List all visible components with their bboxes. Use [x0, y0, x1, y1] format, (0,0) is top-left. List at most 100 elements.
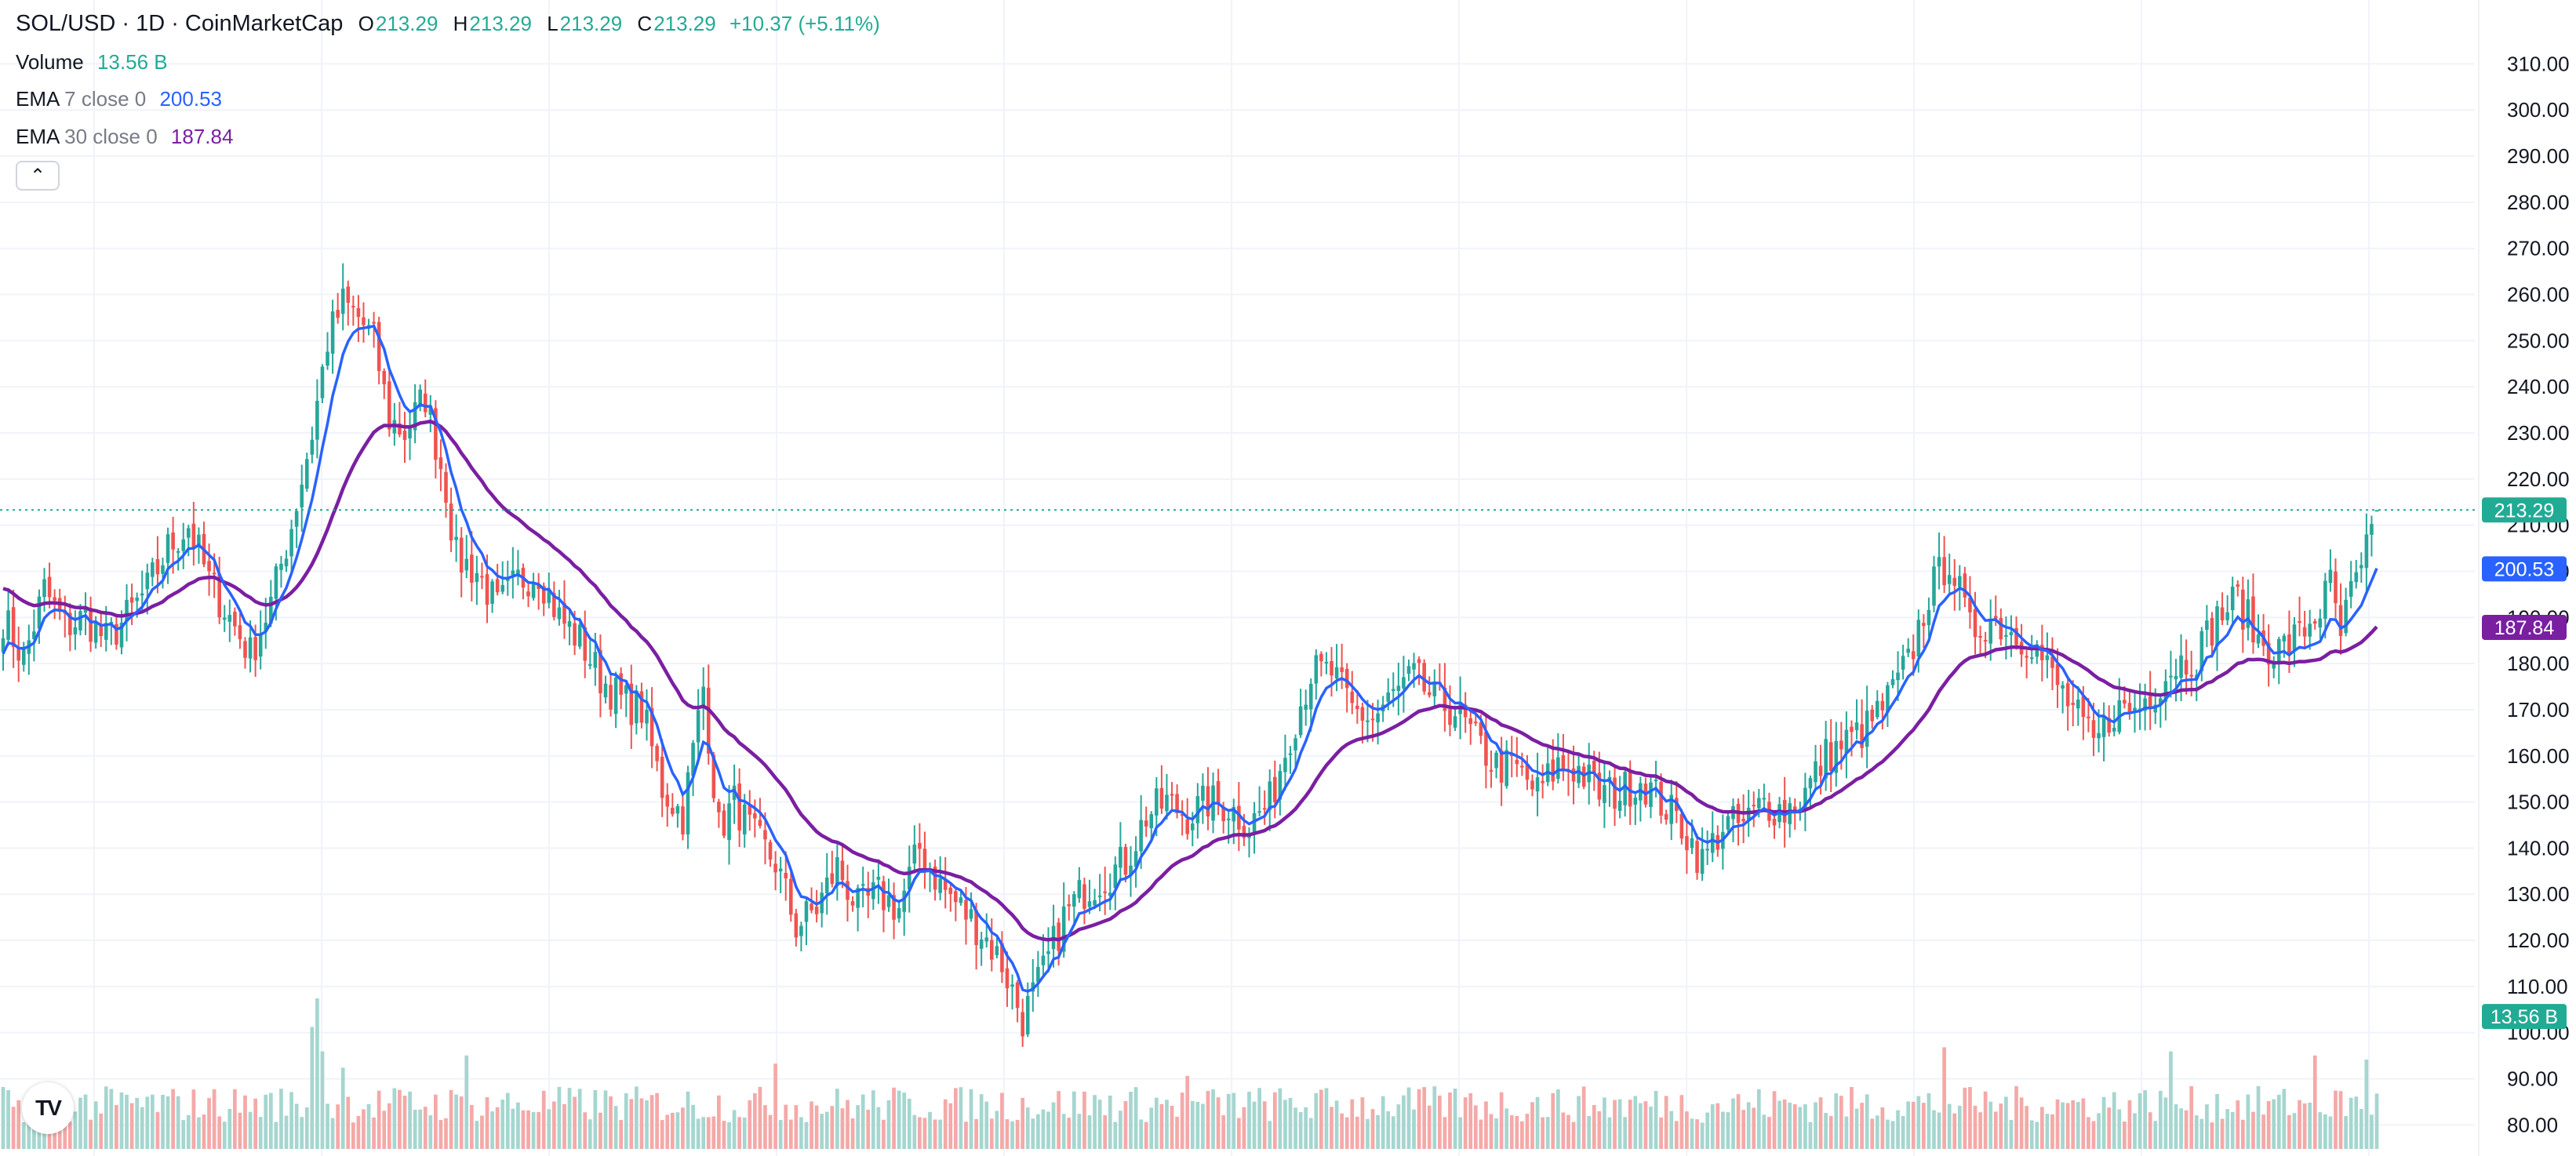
legend-ema30[interactable]: EMA 30 close 0 187.84	[16, 125, 233, 149]
candle	[1412, 663, 1416, 670]
volume-bar	[711, 1116, 716, 1149]
candle	[2241, 589, 2245, 630]
candle	[495, 579, 500, 593]
volume-bar	[1617, 1099, 1622, 1149]
candle	[1015, 982, 1020, 1009]
volume-bar	[2334, 1090, 2338, 1149]
candle	[675, 806, 680, 814]
volume-bar	[279, 1089, 283, 1149]
volume-bar	[2014, 1086, 2018, 1149]
volume-bar	[387, 1103, 391, 1149]
price-axis[interactable]: 310.00 300.00 290.00 280.00 270.00 260.00 250.…	[2482, 52, 2570, 1136]
volume-bar	[1860, 1103, 1864, 1149]
candle	[537, 584, 540, 589]
candle	[1792, 806, 1797, 812]
volume-bar	[2153, 1121, 2158, 1149]
candle	[2169, 675, 2173, 678]
candle	[1201, 785, 1205, 801]
candle	[1386, 692, 1391, 702]
volume-bar	[1278, 1088, 1283, 1149]
volume-bar	[1581, 1086, 1586, 1149]
volume-bar	[1685, 1111, 1689, 1149]
volume-bar	[1499, 1092, 1504, 1149]
candle	[974, 910, 978, 946]
candle	[485, 574, 489, 605]
volume-bar	[315, 998, 319, 1149]
volume-bar	[253, 1098, 257, 1149]
y-tick-label: 130.00	[2507, 882, 2570, 906]
volume-bar	[83, 1094, 88, 1149]
volume-bar	[768, 1114, 773, 1149]
candle	[1252, 812, 1257, 834]
volume-bar	[1875, 1115, 1879, 1149]
candle	[778, 868, 783, 872]
close-label: C	[637, 12, 653, 35]
candle	[2334, 571, 2338, 604]
candle	[398, 423, 402, 435]
candle	[2143, 698, 2147, 711]
candle	[1916, 620, 1921, 657]
collapse-legend-button[interactable]: ⌃	[16, 161, 60, 191]
candle	[315, 401, 319, 440]
volume-bar	[588, 1119, 592, 1149]
volume-bar	[1463, 1097, 1468, 1149]
volume-bar	[186, 1114, 191, 1149]
volume-bar	[860, 1094, 865, 1149]
volume-bar	[1638, 1103, 1643, 1149]
candle	[1010, 984, 1014, 987]
volume-bar	[78, 1097, 82, 1149]
candle	[989, 940, 994, 960]
legend-ema7[interactable]: EMA 7 close 0 200.53	[16, 87, 222, 111]
volume-bar	[202, 1114, 206, 1149]
candle	[1597, 772, 1602, 800]
volume-bar	[1834, 1093, 1839, 1149]
candle	[599, 650, 602, 693]
candle	[1551, 759, 1555, 782]
volume-bar	[2344, 1116, 2348, 1149]
volume-bar	[2061, 1102, 2065, 1149]
candle	[1, 638, 5, 653]
candle	[1443, 687, 1447, 711]
volume-bar	[1515, 1115, 1519, 1149]
candle	[1788, 803, 1792, 824]
volume-bar	[2374, 1093, 2379, 1149]
candle	[372, 322, 376, 324]
volume-bar	[104, 1086, 108, 1149]
volume-bar	[1360, 1097, 1365, 1149]
candle	[562, 603, 566, 624]
candle	[1541, 780, 1545, 783]
volume-bar	[1458, 1117, 1462, 1149]
legend-volume[interactable]: Volume 13.56 B	[16, 50, 168, 75]
volume-bar	[1541, 1117, 1545, 1149]
candle	[639, 691, 644, 723]
candle	[1613, 777, 1617, 809]
volume-bar	[1504, 1108, 1509, 1149]
volume-bar	[449, 1089, 453, 1149]
volume-bar	[2215, 1094, 2219, 1149]
volume-bar	[1304, 1107, 1308, 1149]
symbol-title[interactable]: SOL/USD · 1D · CoinMarketCap	[16, 11, 344, 36]
volume-bar	[1247, 1091, 1251, 1149]
candle	[624, 685, 628, 694]
volume-bar	[964, 1121, 968, 1149]
candle	[748, 804, 752, 815]
candle	[2210, 618, 2214, 646]
volume-bar	[1123, 1101, 1128, 1149]
volume-bar	[1087, 1115, 1092, 1149]
volume-label: Volume	[16, 50, 84, 74]
volume-bar	[243, 1095, 247, 1149]
candle	[1577, 765, 1581, 783]
tradingview-logo-icon[interactable]: TV	[22, 1082, 74, 1134]
candle	[552, 593, 556, 617]
candle	[1360, 707, 1365, 721]
volume-bar	[892, 1087, 896, 1149]
candle	[717, 802, 721, 812]
candle	[340, 289, 345, 314]
volume-bar	[814, 1105, 819, 1149]
volume-bar	[1489, 1114, 1494, 1149]
volume-bar	[691, 1104, 695, 1149]
volume-bar	[320, 1051, 325, 1149]
volume-bar	[2364, 1060, 2369, 1149]
volume-bar	[6, 1090, 10, 1149]
